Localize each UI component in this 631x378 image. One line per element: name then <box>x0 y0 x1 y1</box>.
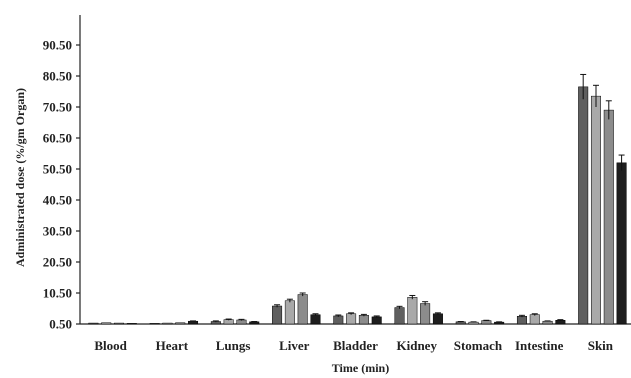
axes <box>79 15 631 325</box>
bar <box>284 300 295 325</box>
x-tick-label: Heart <box>156 338 189 353</box>
bar <box>101 322 112 325</box>
y-tick-label: 10.50 <box>43 286 72 301</box>
bar <box>394 307 405 325</box>
bar <box>126 323 137 325</box>
bar <box>310 314 321 325</box>
y-tick-label: 40.50 <box>43 193 72 208</box>
x-tick-label: Kidney <box>396 338 437 353</box>
y-tick-label: 70.50 <box>43 100 72 115</box>
y-tick-label: 50.50 <box>43 162 72 177</box>
bar <box>529 314 540 325</box>
y-tick-label: 0.50 <box>49 317 72 332</box>
bar <box>616 162 627 325</box>
bar <box>542 320 553 325</box>
bar <box>272 305 283 325</box>
x-tick-label: Blood <box>94 338 127 353</box>
bar <box>346 313 357 325</box>
bar <box>432 313 443 325</box>
bar <box>297 294 308 325</box>
bar <box>590 95 601 325</box>
bar <box>358 315 369 325</box>
y-tick-label: 80.50 <box>43 69 72 84</box>
bar <box>516 316 527 325</box>
bars <box>88 73 627 325</box>
x-tick-label: Liver <box>279 338 310 353</box>
bar <box>455 321 466 325</box>
bar <box>481 320 492 325</box>
bar <box>249 321 260 325</box>
x-tick-label: Bladder <box>333 338 378 353</box>
y-tick-labels: 0.50 10.50 20.50 30.50 40.50 50.50 60.50 70.50 8… <box>43 38 80 332</box>
y-axis-title: Administrated dose (%/gm Organ) <box>13 88 27 267</box>
bar <box>578 86 589 325</box>
bar <box>603 109 614 325</box>
bar <box>114 322 125 325</box>
bar <box>149 323 160 325</box>
bar <box>175 322 186 325</box>
y-tick-label: 30.50 <box>43 224 72 239</box>
bar <box>420 303 431 325</box>
bar <box>162 322 173 325</box>
y-tick-label: 90.50 <box>43 38 72 53</box>
bar <box>223 319 234 325</box>
y-tick-label: 20.50 <box>43 255 72 270</box>
bar <box>371 316 382 325</box>
bar <box>188 320 199 325</box>
y-tick-label: 60.50 <box>43 131 72 146</box>
x-tick-label: Skin <box>588 338 614 353</box>
x-tick-label: Intestine <box>515 338 564 353</box>
x-tick-labels: Blood Heart Lungs Liver Bladder Kidney Stomach… <box>94 338 613 353</box>
x-tick-label: Stomach <box>454 338 503 353</box>
x-tick-label: Lungs <box>216 338 251 353</box>
bar <box>407 297 418 325</box>
bar <box>88 322 99 325</box>
x-axis-title: Time (min) <box>332 361 389 375</box>
bar <box>333 315 344 325</box>
